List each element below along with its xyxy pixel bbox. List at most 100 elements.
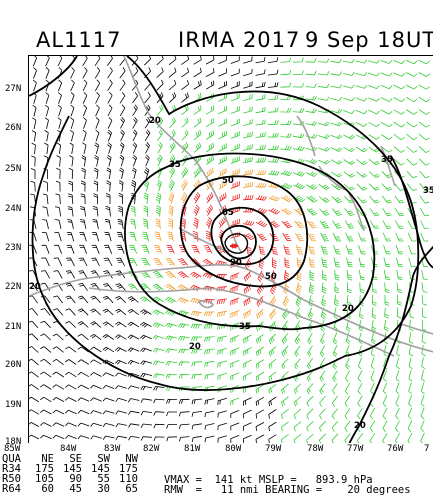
- wind-barb: [293, 195, 305, 203]
- wind-barb: [204, 398, 215, 405]
- wind-barb: [358, 245, 366, 255]
- wind-barb: [370, 382, 375, 395]
- lon-tick-label: 79W: [265, 444, 282, 454]
- wind-barb: [29, 346, 39, 353]
- wind-barb: [256, 283, 264, 295]
- wind-barb: [396, 270, 403, 281]
- wind-barb: [230, 56, 240, 64]
- wind-barb: [218, 56, 227, 65]
- wind-barb: [193, 192, 201, 204]
- wind-barb: [140, 411, 153, 416]
- wind-barb: [305, 184, 318, 190]
- wind-barb: [344, 382, 351, 395]
- wind-barb: [270, 270, 277, 282]
- wind-barb: [331, 196, 343, 204]
- lat-tick-label: 26N: [5, 123, 22, 133]
- wind-barb: [140, 309, 152, 315]
- wind-barb: [203, 323, 215, 329]
- wind-barb: [127, 334, 140, 340]
- title-bar: AL1117 IRMA 2017 9 Sep 18UTC: [0, 0, 433, 52]
- wind-barb: [40, 320, 51, 329]
- wind-barb: [243, 409, 252, 419]
- wind-barb: [281, 320, 289, 332]
- wind-barb: [383, 245, 391, 255]
- wind-barb: [155, 205, 161, 217]
- wind-barb: [331, 433, 339, 443]
- wind-barb: [305, 146, 318, 152]
- wind-barb: [128, 410, 140, 416]
- wind-barb: [292, 82, 304, 88]
- wind-barb: [280, 57, 292, 63]
- wind-barb: [143, 167, 150, 179]
- wind-barb: [357, 232, 367, 242]
- wind-barb: [40, 409, 52, 415]
- wind-barb: [57, 104, 62, 117]
- wind-barb: [243, 309, 252, 319]
- wind-barb: [372, 294, 377, 306]
- wind-barb: [268, 220, 280, 228]
- wind-barb: [269, 321, 277, 332]
- radii-header-cell: QUA: [2, 453, 21, 465]
- wind-barb: [418, 96, 430, 103]
- wind-barb: [190, 271, 202, 279]
- wind-barb: [190, 310, 202, 317]
- contour-35-east: [390, 155, 433, 269]
- radii-cell: 45: [69, 483, 82, 495]
- wind-barb: [268, 358, 277, 370]
- wind-barb: [382, 220, 392, 229]
- wind-barb: [281, 220, 293, 229]
- wind-barb: [330, 109, 343, 114]
- wind-barb: [181, 117, 189, 128]
- wind-barb: [320, 232, 329, 242]
- wind-barb: [41, 270, 51, 279]
- wind-barb: [142, 231, 149, 242]
- wind-barb: [56, 155, 61, 167]
- radii-row-r50: R50 105 90 55 110: [2, 474, 138, 485]
- wind-barb: [153, 373, 165, 379]
- wind-barb: [203, 245, 213, 254]
- wind-barb: [80, 180, 86, 192]
- wind-barb: [408, 345, 414, 357]
- wind-barb: [191, 373, 203, 380]
- wind-barb: [41, 257, 50, 267]
- wind-barb: [355, 59, 368, 64]
- wind-barb: [293, 171, 305, 177]
- wind-barb: [152, 335, 165, 340]
- wind-barb: [180, 217, 186, 230]
- wind-barb: [205, 68, 215, 77]
- wind-barb: [43, 180, 49, 192]
- wind-barb: [243, 359, 252, 369]
- lon-tick-label: 84W: [60, 444, 77, 454]
- wind-barb: [177, 271, 189, 279]
- wind-barb: [383, 257, 391, 268]
- wind-barb: [283, 245, 291, 255]
- wind-barb: [115, 385, 127, 390]
- wind-barb: [217, 410, 227, 418]
- wind-barb: [255, 434, 265, 443]
- wind-barb: [181, 154, 189, 166]
- wind-barb: [181, 67, 189, 78]
- wind-barb: [307, 320, 314, 332]
- wind-barb: [178, 398, 190, 404]
- wind-barb: [65, 397, 77, 402]
- wind-barb: [280, 120, 292, 126]
- wind-barb: [90, 435, 102, 440]
- wind-barb: [168, 205, 174, 217]
- wind-barb: [330, 121, 343, 127]
- wind-barb: [127, 308, 139, 316]
- wind-barb: [256, 233, 267, 241]
- storm-stats: QUA NE SE SW NW R34 175 145 145 175 R50 105 90 55 11…: [2, 454, 433, 500]
- wind-barb: [31, 130, 37, 142]
- wind-barb: [218, 68, 227, 77]
- wind-barb: [193, 117, 202, 128]
- wind-barb: [102, 321, 114, 328]
- wind-barb: [243, 169, 254, 176]
- wind-barb: [40, 384, 52, 390]
- wind-barb: [181, 56, 190, 65]
- wind-barb: [119, 154, 125, 167]
- wind-barb: [305, 108, 317, 114]
- wind-barb: [368, 85, 380, 89]
- lat-tick-label: 21N: [5, 322, 22, 332]
- radii-header-cell: SE: [69, 453, 82, 465]
- wind-barb: [116, 244, 125, 254]
